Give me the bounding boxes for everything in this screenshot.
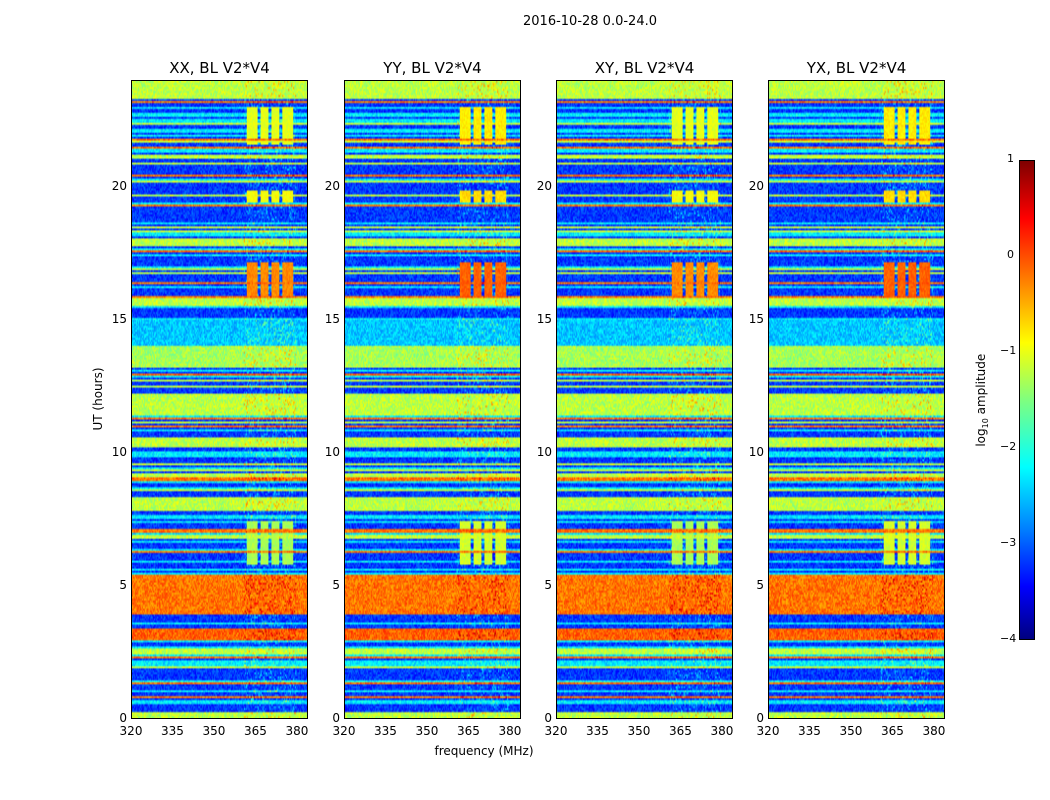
y-tick-label: 10 [536,444,552,459]
x-axis-label: frequency (MHz) [434,744,534,758]
y-tick-label: 20 [748,178,764,193]
x-tick-label: 350 [627,724,651,738]
x-tick-label: 380 [285,724,309,738]
heatmap-xx [131,80,308,719]
panel-title-xx: XX, BL V2*V4 [169,59,270,77]
y-tick-label: 10 [748,444,764,459]
colorbar-tick: −2 [1000,440,1017,453]
panel-title-yx: YX, BL V2*V4 [806,59,907,77]
colorbar-tick: −3 [1000,536,1017,549]
y-axis-label: UT (hours) [91,367,105,431]
y-tick-label: 0 [544,711,552,725]
y-tick-label: 15 [324,311,340,326]
y-tick-label: 15 [536,311,552,326]
x-tick-label: 380 [710,724,734,738]
colorbar-tick: 0 [1007,248,1014,261]
x-tick-label: 350 [415,724,439,738]
y-tick-label: 0 [332,711,340,725]
y-tick-label: 5 [544,577,552,592]
y-tick-label: 0 [756,711,764,725]
colorbar-tick: −4 [1000,632,1017,645]
x-tick-label: 350 [202,724,226,738]
x-tick-label: 335 [161,724,184,738]
figure-title: 2016-10-28 0.0-24.0 [523,14,657,29]
y-tick-label: 10 [111,444,127,459]
x-tick-label: 335 [374,724,397,738]
y-tick-label: 10 [324,444,340,459]
x-tick-label: 365 [244,724,267,738]
y-tick-label: 15 [748,311,764,326]
x-tick-label: 320 [332,724,356,738]
colorbar-tick: 1 [1007,152,1014,165]
y-tick-label: 15 [111,311,127,326]
colorbar-tick: −1 [1000,344,1017,357]
y-tick-label: 0 [119,711,127,725]
heatmap-xy [556,80,733,719]
y-tick-label: 5 [332,577,340,592]
x-tick-label: 320 [119,724,143,738]
x-tick-label: 320 [544,724,568,738]
heatmap-yx [768,80,945,719]
heatmap-yy [344,80,521,719]
x-tick-label: 350 [839,724,863,738]
x-tick-label: 335 [798,724,821,738]
y-tick-label: 5 [756,577,764,592]
panel-title-xy: XY, BL V2*V4 [594,59,695,77]
x-tick-label: 365 [669,724,692,738]
x-tick-label: 365 [457,724,480,738]
x-tick-label: 320 [756,724,780,738]
x-tick-label: 365 [881,724,904,738]
y-tick-label: 20 [324,178,340,193]
y-tick-label: 20 [536,178,552,193]
panel-title-yy: YY, BL V2*V4 [383,59,482,77]
colorbar-label: log10 amplitude [973,353,991,447]
y-tick-label: 20 [111,178,127,193]
y-tick-label: 5 [119,577,127,592]
colorbar [1019,160,1035,640]
x-tick-label: 380 [922,724,946,738]
x-tick-label: 380 [498,724,522,738]
x-tick-label: 335 [586,724,609,738]
